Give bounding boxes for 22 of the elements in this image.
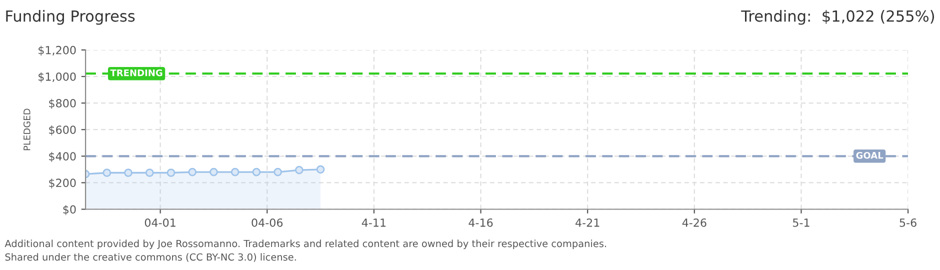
y-tick-label: $800 [49, 98, 76, 109]
text: Shared under the creative commons (CC BY-NC 3.0) license. [5, 253, 296, 262]
x-tick-label: 5-6 [900, 218, 916, 227]
y-tick-label: $0 [63, 205, 76, 216]
x-tick-label: 5-1 [793, 218, 810, 227]
ref-line-label: GOAL [856, 152, 884, 159]
x-tick-label: 4-21 [576, 218, 600, 227]
y-tick-label: $200 [49, 178, 76, 189]
y-tick-label: $1,200 [38, 46, 76, 56]
chart-title: Funding Progress [6, 10, 135, 25]
text: Additional content provided by Joe Rossomanno. Trademarks and related content are owned by their respective companies. [4, 240, 606, 250]
ref-line-label: TRENDING [110, 69, 162, 76]
x-tick-label: 04-06 [252, 218, 283, 227]
x-tick-label: 4-26 [682, 218, 706, 227]
x-tick-label: 04-01 [144, 218, 176, 227]
x-tick-label: 4-16 [468, 218, 493, 227]
x-tick-label: 4-11 [362, 218, 386, 227]
y-tick-label: $1,000 [38, 72, 76, 82]
y-tick-label: $600 [49, 125, 76, 136]
chart-subtitle: Trending: $1,022 (255%) [741, 10, 934, 25]
y-axis-title: PLEDGED [24, 108, 30, 150]
y-tick-label: $400 [49, 152, 76, 162]
